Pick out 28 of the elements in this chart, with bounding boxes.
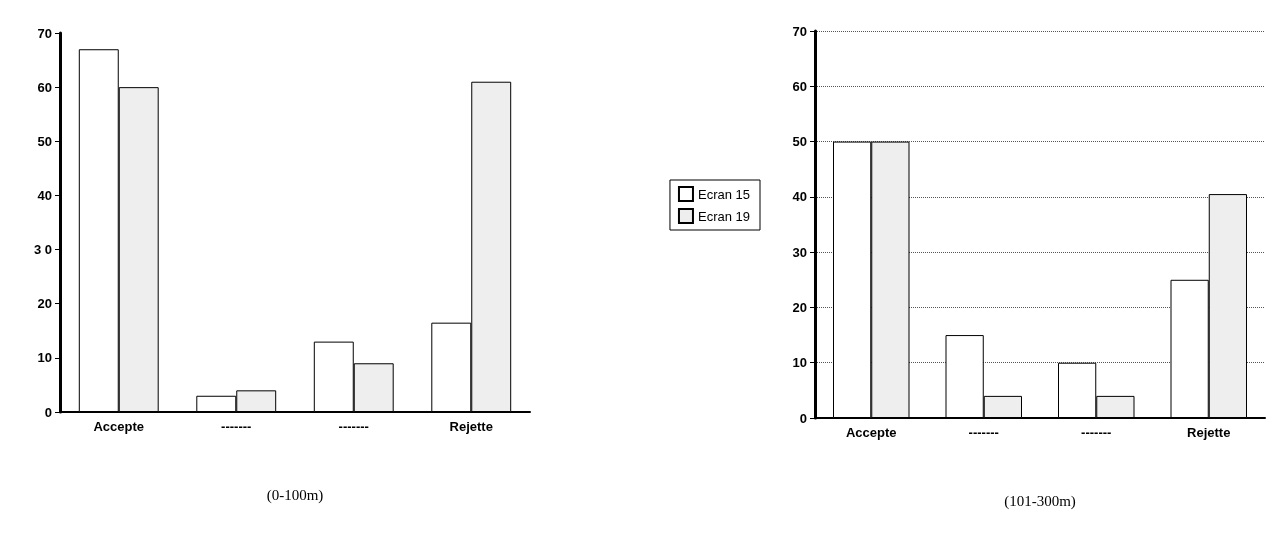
y-tick-label: 60 (792, 78, 807, 94)
x-axis-title: (0-100m) (266, 486, 324, 504)
x-tick-label: Accepte (845, 425, 897, 440)
legend-label: Ecran 15 (697, 186, 751, 202)
x-tick-label: ------- (338, 419, 369, 434)
x-tick-label: ------- (968, 425, 999, 440)
y-tick-label: 3 0 (33, 242, 52, 258)
y-tick-label: 20 (37, 296, 52, 312)
y-tick-label: 40 (792, 189, 807, 205)
y-tick-label: 70 (792, 23, 807, 39)
legend-label: Ecran 19 (697, 208, 751, 224)
y-tick-label: 0 (799, 410, 807, 426)
y-tick-label: 20 (792, 299, 807, 315)
y-tick-label: 0 (44, 404, 52, 420)
x-tick-label: Rejette (449, 419, 493, 434)
y-tick-label: 10 (792, 355, 807, 371)
x-tick-label: Rejette (1187, 425, 1231, 440)
y-tick-label: 50 (37, 133, 52, 149)
y-tick-label: 40 (37, 187, 52, 203)
y-tick-label: 30 (792, 244, 807, 260)
x-tick-label: Accepte (93, 419, 145, 434)
y-tick-label: 50 (792, 134, 807, 150)
y-tick-label: 10 (37, 350, 52, 366)
y-tick-label: 70 (37, 25, 52, 41)
x-axis-title: (101-300m) (1004, 492, 1076, 510)
x-tick-label: ------- (1081, 425, 1112, 440)
y-tick-label: 60 (37, 79, 52, 95)
x-tick-label: ------- (221, 419, 252, 434)
